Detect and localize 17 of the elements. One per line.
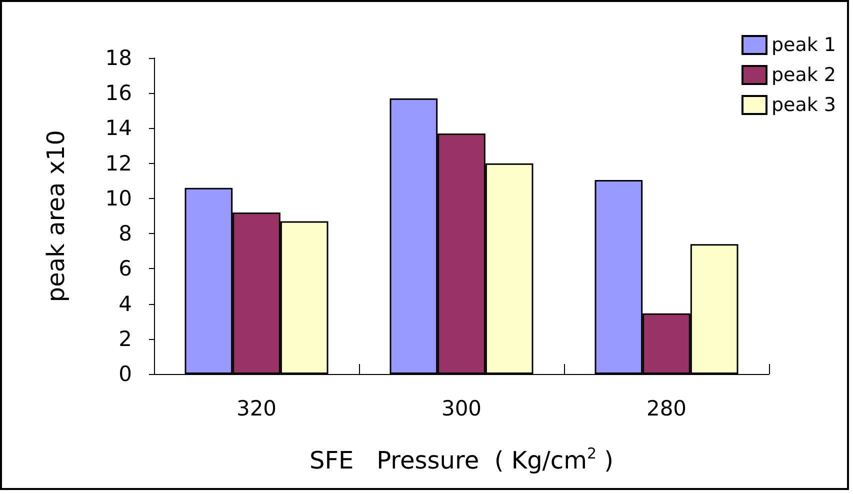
x-tick-label: 300 <box>441 396 482 420</box>
y-tick-label: 2 <box>118 326 132 351</box>
x-tick-label: 320 <box>236 396 277 420</box>
x-tick-label: 280 <box>646 396 687 420</box>
y-tick-label: 14 <box>105 116 132 140</box>
legend-label: peak 1 <box>771 34 836 56</box>
y-tick-label: 10 <box>105 186 132 210</box>
y-tick-label: 6 <box>118 256 132 281</box>
legend-label: peak 3 <box>771 94 836 116</box>
y-tick-label: 4 <box>118 292 132 316</box>
y-tick-label: 0 <box>118 362 132 386</box>
y-tick-label: 12 <box>105 151 132 176</box>
y-tick-label: 18 <box>105 46 132 70</box>
y-tick-label: 16 <box>105 81 132 106</box>
legend-label: peak 2 <box>771 64 836 86</box>
y-axis-title: peak area x10 <box>42 130 70 302</box>
y-tick-label: 8 <box>118 222 132 246</box>
